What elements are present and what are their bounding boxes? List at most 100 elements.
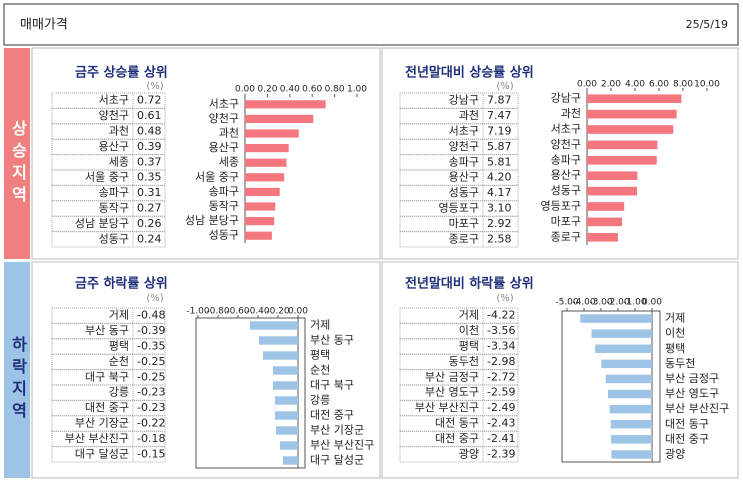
category-label: 대구 북구 — [310, 379, 354, 392]
table-value: -2.98 — [487, 355, 515, 368]
category-label: 부산 부산진구 — [310, 439, 374, 452]
x-tick-label: 10.00 — [694, 80, 720, 90]
bar — [587, 202, 625, 211]
category-label: 강남구 — [551, 92, 581, 105]
bar — [245, 129, 299, 138]
section-label: 상승지역 — [9, 120, 28, 208]
bar — [610, 420, 652, 429]
table-value: -0.23 — [137, 401, 165, 414]
x-tick-label: 2.00 — [601, 80, 621, 90]
table-name: 부산 부산진구 — [415, 401, 479, 414]
table-value: -2.72 — [487, 370, 515, 383]
category-label: 성동구 — [551, 184, 581, 197]
table-name: 동작구 — [99, 202, 129, 215]
table-value: 0.48 — [137, 125, 162, 138]
x-tick-label: -5.00 — [555, 298, 579, 308]
table-value: 3.10 — [487, 202, 512, 215]
table-value: -0.48 — [137, 309, 165, 322]
bar — [587, 140, 658, 150]
table-value: -0.15 — [137, 447, 165, 460]
x-tick-label: -2.00 — [606, 298, 630, 308]
table-name: 평택 — [109, 340, 129, 353]
category-label: 서울 중구 — [195, 170, 239, 183]
table-value: 0.24 — [137, 232, 162, 245]
plot-frame — [561, 310, 661, 463]
x-tick-label: 1.00 — [347, 85, 367, 95]
category-label: 이천 — [665, 326, 685, 340]
category-label: 마포구 — [551, 215, 581, 228]
bar — [601, 359, 652, 369]
table-value: 7.87 — [487, 94, 512, 107]
table-name: 송파구 — [449, 155, 479, 168]
category-label: 대전 동구 — [665, 417, 709, 430]
table-value: -3.34 — [487, 340, 515, 353]
table-value: -0.35 — [137, 340, 165, 353]
table-value: 0.26 — [137, 217, 162, 230]
table-value: -0.39 — [137, 324, 165, 337]
category-label: 광양 — [665, 447, 685, 460]
table-row — [399, 231, 519, 248]
category-label: 세종 — [219, 156, 239, 169]
table-name: 성남 분당구 — [75, 217, 129, 230]
table-value: 2.92 — [487, 217, 512, 230]
table-value: -3.56 — [487, 324, 515, 337]
section-label: 하락지역 — [9, 336, 28, 424]
category-label: 종로구 — [551, 230, 581, 243]
bar — [591, 329, 652, 338]
table-value: -2.43 — [487, 417, 515, 430]
table-value: 0.72 — [137, 94, 162, 107]
x-tick-label: 0.80 — [325, 85, 345, 95]
bar — [275, 396, 298, 405]
panel — [31, 47, 381, 260]
unit-label: (%) — [496, 81, 513, 92]
x-tick-label: 0.00 — [288, 307, 308, 317]
panel-title: 전년말대비 상승률 상위 — [405, 65, 534, 81]
table-value: 0.39 — [137, 140, 162, 153]
bar — [595, 344, 652, 353]
table-value: -2.41 — [487, 432, 515, 445]
bar — [263, 351, 298, 360]
bar — [273, 381, 298, 390]
table-name: 세종 — [109, 155, 129, 168]
table-name: 성동구 — [449, 186, 479, 199]
bar — [245, 100, 326, 109]
table-row — [51, 446, 166, 463]
category-label: 순천 — [310, 363, 330, 377]
category-label: 거제 — [665, 312, 685, 325]
category-label: 성남 분당구 — [185, 214, 239, 227]
table-name: 양천구 — [99, 108, 129, 122]
header-date: 25/5/19 — [686, 18, 728, 31]
section-band — [4, 262, 30, 478]
section-band — [4, 48, 30, 259]
category-label: 송파구 — [209, 185, 239, 198]
panel — [381, 47, 739, 260]
panel-title: 금주 하락률 상위 — [75, 276, 168, 292]
category-label: 강릉 — [310, 394, 330, 407]
table-value: -2.39 — [487, 447, 515, 460]
table-name: 과천 — [459, 108, 479, 122]
table-name: 광양 — [459, 447, 479, 460]
table-value: -0.23 — [137, 386, 165, 399]
category-label: 대전 중구 — [665, 432, 709, 445]
bar — [245, 173, 285, 182]
table-row — [399, 446, 519, 463]
bar — [605, 374, 652, 384]
bar — [587, 125, 674, 134]
bar — [611, 450, 652, 459]
bar — [609, 404, 652, 414]
table-name: 성동구 — [99, 232, 129, 245]
bar — [611, 435, 652, 444]
bar — [245, 114, 314, 123]
header-title: 매매가격 — [20, 18, 68, 33]
plot-frame — [195, 317, 306, 469]
table-name: 서초구 — [449, 125, 479, 138]
table-name: 평택 — [459, 340, 479, 353]
table-value: -0.22 — [137, 417, 165, 430]
category-label: 부산 부산진구 — [665, 402, 729, 415]
bar — [245, 202, 276, 211]
bar — [587, 217, 623, 227]
table-name: 이천 — [459, 323, 479, 337]
table-value: 4.20 — [487, 171, 512, 184]
category-label: 동두천 — [665, 356, 695, 370]
x-tick-label: 0.20 — [257, 85, 277, 95]
